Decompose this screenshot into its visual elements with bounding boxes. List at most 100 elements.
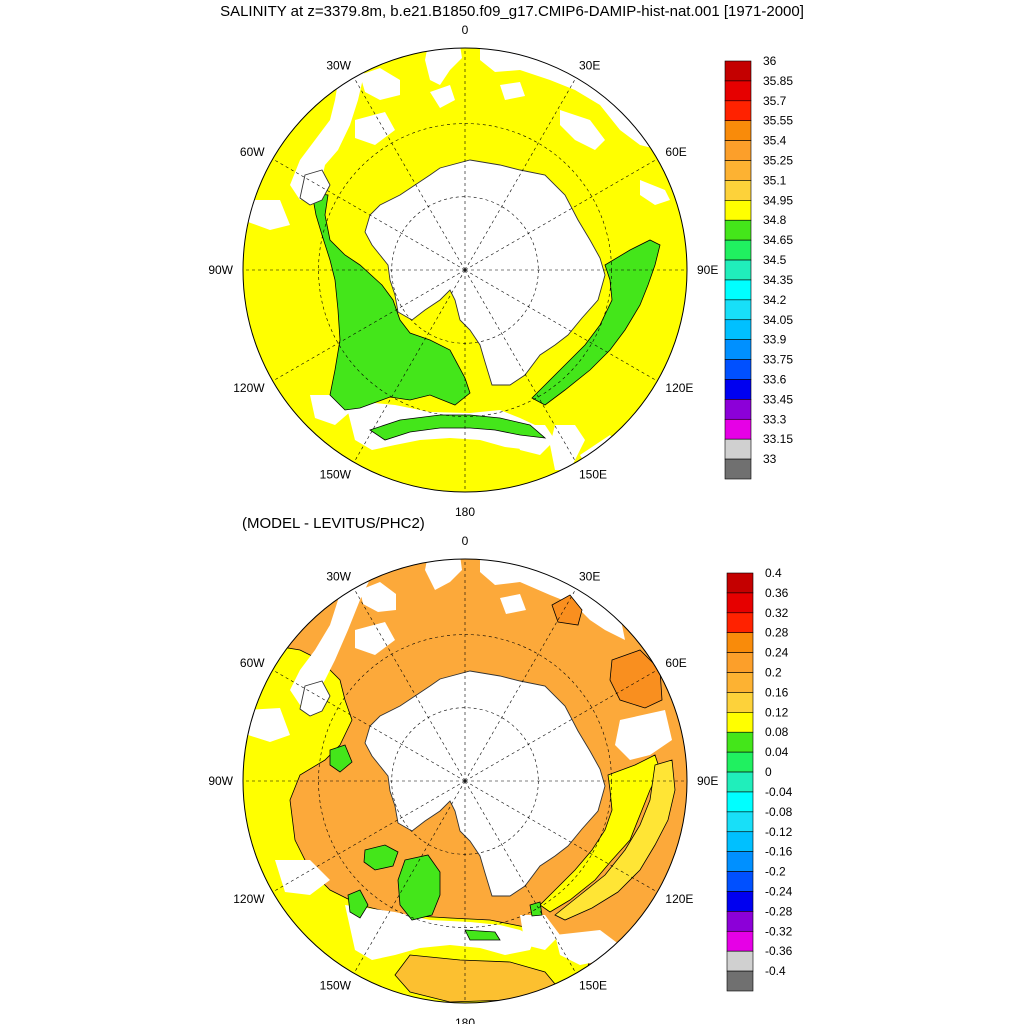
bottom-paleyellow-east (554, 759, 676, 921)
colorbar-swatch (724, 438, 752, 460)
colorbar-swatch (726, 731, 754, 753)
colorbar-label: 34.95 (763, 193, 793, 207)
longitude-label: 60E (665, 145, 686, 159)
top-antarctica (364, 159, 606, 386)
longitude-label: 60E (665, 656, 686, 670)
colorbar-label: -0.4 (765, 964, 786, 978)
colorbar-label: 33.6 (763, 373, 787, 387)
top-green-west (311, 192, 471, 411)
meridian-line (272, 158, 466, 271)
meridian-line (353, 588, 466, 782)
colorbar-label: 34.8 (763, 213, 787, 227)
colorbar-swatch (726, 572, 754, 594)
colorbar-label: 0.2 (765, 666, 782, 680)
meridian-line (464, 669, 658, 782)
longitude-label: 0 (462, 534, 469, 548)
colorbar-swatch (726, 930, 754, 952)
colorbar-label: 33.75 (763, 353, 793, 367)
longitude-label: 150E (579, 467, 607, 481)
colorbar-label: -0.2 (765, 865, 786, 879)
bottom-map-difference (242, 558, 688, 1004)
bottom-dark-orange-1 (609, 649, 663, 709)
colorbar-swatch (726, 751, 754, 773)
colorbar-label: 33.3 (763, 412, 787, 426)
colorbar-label: 34.65 (763, 233, 793, 247)
colorbar-swatch (724, 120, 752, 141)
colorbar-swatch (726, 672, 754, 693)
bottom-graticule (243, 559, 687, 1003)
colorbar-swatch (724, 219, 752, 241)
top-green-south (369, 414, 547, 441)
bottom-map-border (242, 558, 688, 1004)
meridian-line (464, 269, 658, 382)
colorbar-label: -0.36 (765, 944, 793, 958)
colorbar-swatch (726, 791, 754, 813)
longitude-label: 120W (233, 892, 265, 906)
colorbar-swatch (726, 831, 754, 852)
bottom-antarctica (364, 670, 606, 897)
bottom-green-6 (529, 901, 543, 917)
colorbar-swatch (726, 592, 754, 614)
colorbar-label: -0.12 (765, 825, 793, 839)
colorbar-swatch (726, 652, 754, 673)
colorbar-label: 33 (763, 452, 777, 466)
colorbar-label: 34.5 (763, 253, 787, 267)
colorbar-swatch (724, 160, 752, 181)
colorbar-swatch (726, 851, 754, 872)
colorbar-swatch (726, 632, 754, 653)
colorbar-label: 0.12 (765, 705, 789, 719)
colorbar-label: 34.2 (763, 293, 787, 307)
longitude-label: 90E (697, 774, 718, 788)
colorbar-label: 35.25 (763, 154, 793, 168)
colorbar-swatch (724, 140, 752, 161)
colorbar-label: -0.28 (765, 904, 793, 918)
bottom-green-2 (397, 854, 441, 921)
colorbar-swatch (724, 60, 752, 82)
top-graticule (243, 48, 687, 492)
colorbar-label: 0.04 (765, 745, 789, 759)
colorbar-swatch (724, 180, 752, 201)
longitude-label: 180 (455, 505, 475, 519)
colorbar-label: 0.32 (765, 606, 789, 620)
longitude-label: 150W (320, 978, 352, 992)
colorbar-swatch (726, 970, 754, 992)
colorbar-label: 34.05 (763, 313, 793, 327)
meridian-line (464, 780, 577, 974)
longitude-label: 90W (208, 263, 233, 277)
colorbar-swatch (726, 712, 754, 733)
colorbar-swatch (724, 100, 752, 122)
colorbar-label: -0.24 (765, 885, 793, 899)
colorbar-label: 0.24 (765, 646, 789, 660)
top-longitude-labels: 0 30E 60E 90E 120E 150E 180 150W 120W 90W 60W 30W (208, 23, 718, 519)
meridian-line (353, 269, 466, 463)
meridian-line (353, 780, 466, 974)
colorbar-swatch (726, 891, 754, 912)
longitude-label: 30W (326, 59, 351, 73)
bottom-missing-data (245, 559, 672, 965)
colorbar-swatch (724, 458, 752, 480)
bottom-green-3 (347, 889, 369, 919)
meridian-line (464, 77, 577, 271)
colorbar-label: 0.4 (765, 566, 782, 580)
colorbar-swatch (724, 359, 752, 380)
top-map-border (242, 47, 688, 493)
colorbar-label: 0.28 (765, 626, 789, 640)
colorbar-swatch (726, 692, 754, 713)
colorbar-swatch (724, 319, 752, 340)
meridian-line (464, 158, 658, 271)
bottom-longitude-labels: 0 30E 60E 90E 120E 150E 180 150W 120W 90W 60W 30W (208, 534, 718, 1024)
meridian-line (353, 77, 466, 271)
meridian-line (464, 588, 577, 782)
longitude-label: 120E (665, 892, 693, 906)
longitude-label: 150W (320, 467, 352, 481)
colorbar-swatch (726, 911, 754, 932)
colorbar-label: 33.45 (763, 392, 793, 406)
colorbar-swatch (724, 399, 752, 420)
colorbar-label: -0.08 (765, 805, 793, 819)
top-colorbar: 36 35.85 35.7 35.55 35.4 35.25 35.1 34.95 34.8 34… (724, 54, 793, 480)
longitude-label: 90W (208, 774, 233, 788)
meridian-line (272, 269, 466, 382)
bottom-green-1 (363, 844, 399, 871)
longitude-label: 30E (579, 570, 600, 584)
